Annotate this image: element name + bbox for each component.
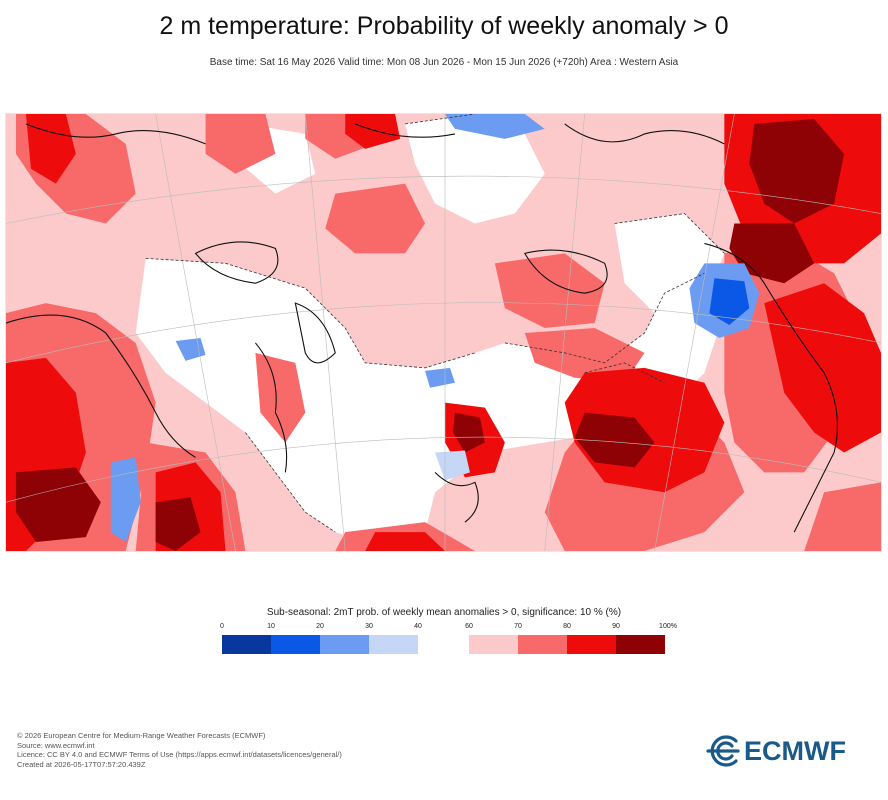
legend-bar-low <box>222 635 418 654</box>
footer-credits: © 2026 European Centre for Medium-Range … <box>17 731 342 769</box>
legend-swatch <box>222 635 271 654</box>
legend-swatch <box>518 635 567 654</box>
legend-tick: 10 <box>267 623 275 630</box>
legend-tick: 40 <box>414 623 422 630</box>
footer-created: Created at 2026-05-17T07:57:20.439Z <box>17 759 146 769</box>
dark-red-regions <box>15 118 845 551</box>
footer-source: Source: www.ecmwf.int <box>17 740 95 750</box>
legend-tick: 60 <box>465 623 473 630</box>
legend-swatch <box>567 635 616 654</box>
ecmwf-swirl-icon <box>706 735 740 767</box>
legend-ticks: 0 10 20 30 40 60 70 80 90 100% <box>0 623 888 633</box>
coastlines <box>6 123 838 533</box>
legend-swatch <box>616 635 665 654</box>
map-canvas <box>6 114 881 551</box>
map-subtitle: Base time: Sat 16 May 2026 Valid time: M… <box>209 57 679 68</box>
footer-licence: Licence: CC BY 4.0 and ECMWF Terms of Us… <box>17 750 342 759</box>
legend-tick: 20 <box>316 623 324 630</box>
legend-tick: 100% <box>659 623 677 630</box>
probability-map <box>5 113 882 552</box>
logo-text: ECMWF <box>744 735 846 766</box>
legend-swatch <box>320 635 369 654</box>
footer-copyright: © 2026 European Centre for Medium-Range … <box>17 731 266 740</box>
map-title: 2 m temperature: Probability of weekly a… <box>159 12 729 40</box>
legend-tick: 80 <box>563 623 571 630</box>
legend-bar-high <box>469 635 665 654</box>
legend-tick: 90 <box>612 623 620 630</box>
legend-swatch <box>369 635 418 654</box>
legend-tick: 70 <box>514 623 522 630</box>
legend-title: Sub-seasonal: 2mT prob. of weekly mean a… <box>266 607 622 618</box>
legend-swatch <box>271 635 320 654</box>
legend-tick: 0 <box>220 623 224 630</box>
legend-swatch <box>469 635 518 654</box>
ecmwf-logo: ECMWF <box>704 735 874 767</box>
legend-tick: 30 <box>365 623 373 630</box>
graticule <box>6 114 881 551</box>
